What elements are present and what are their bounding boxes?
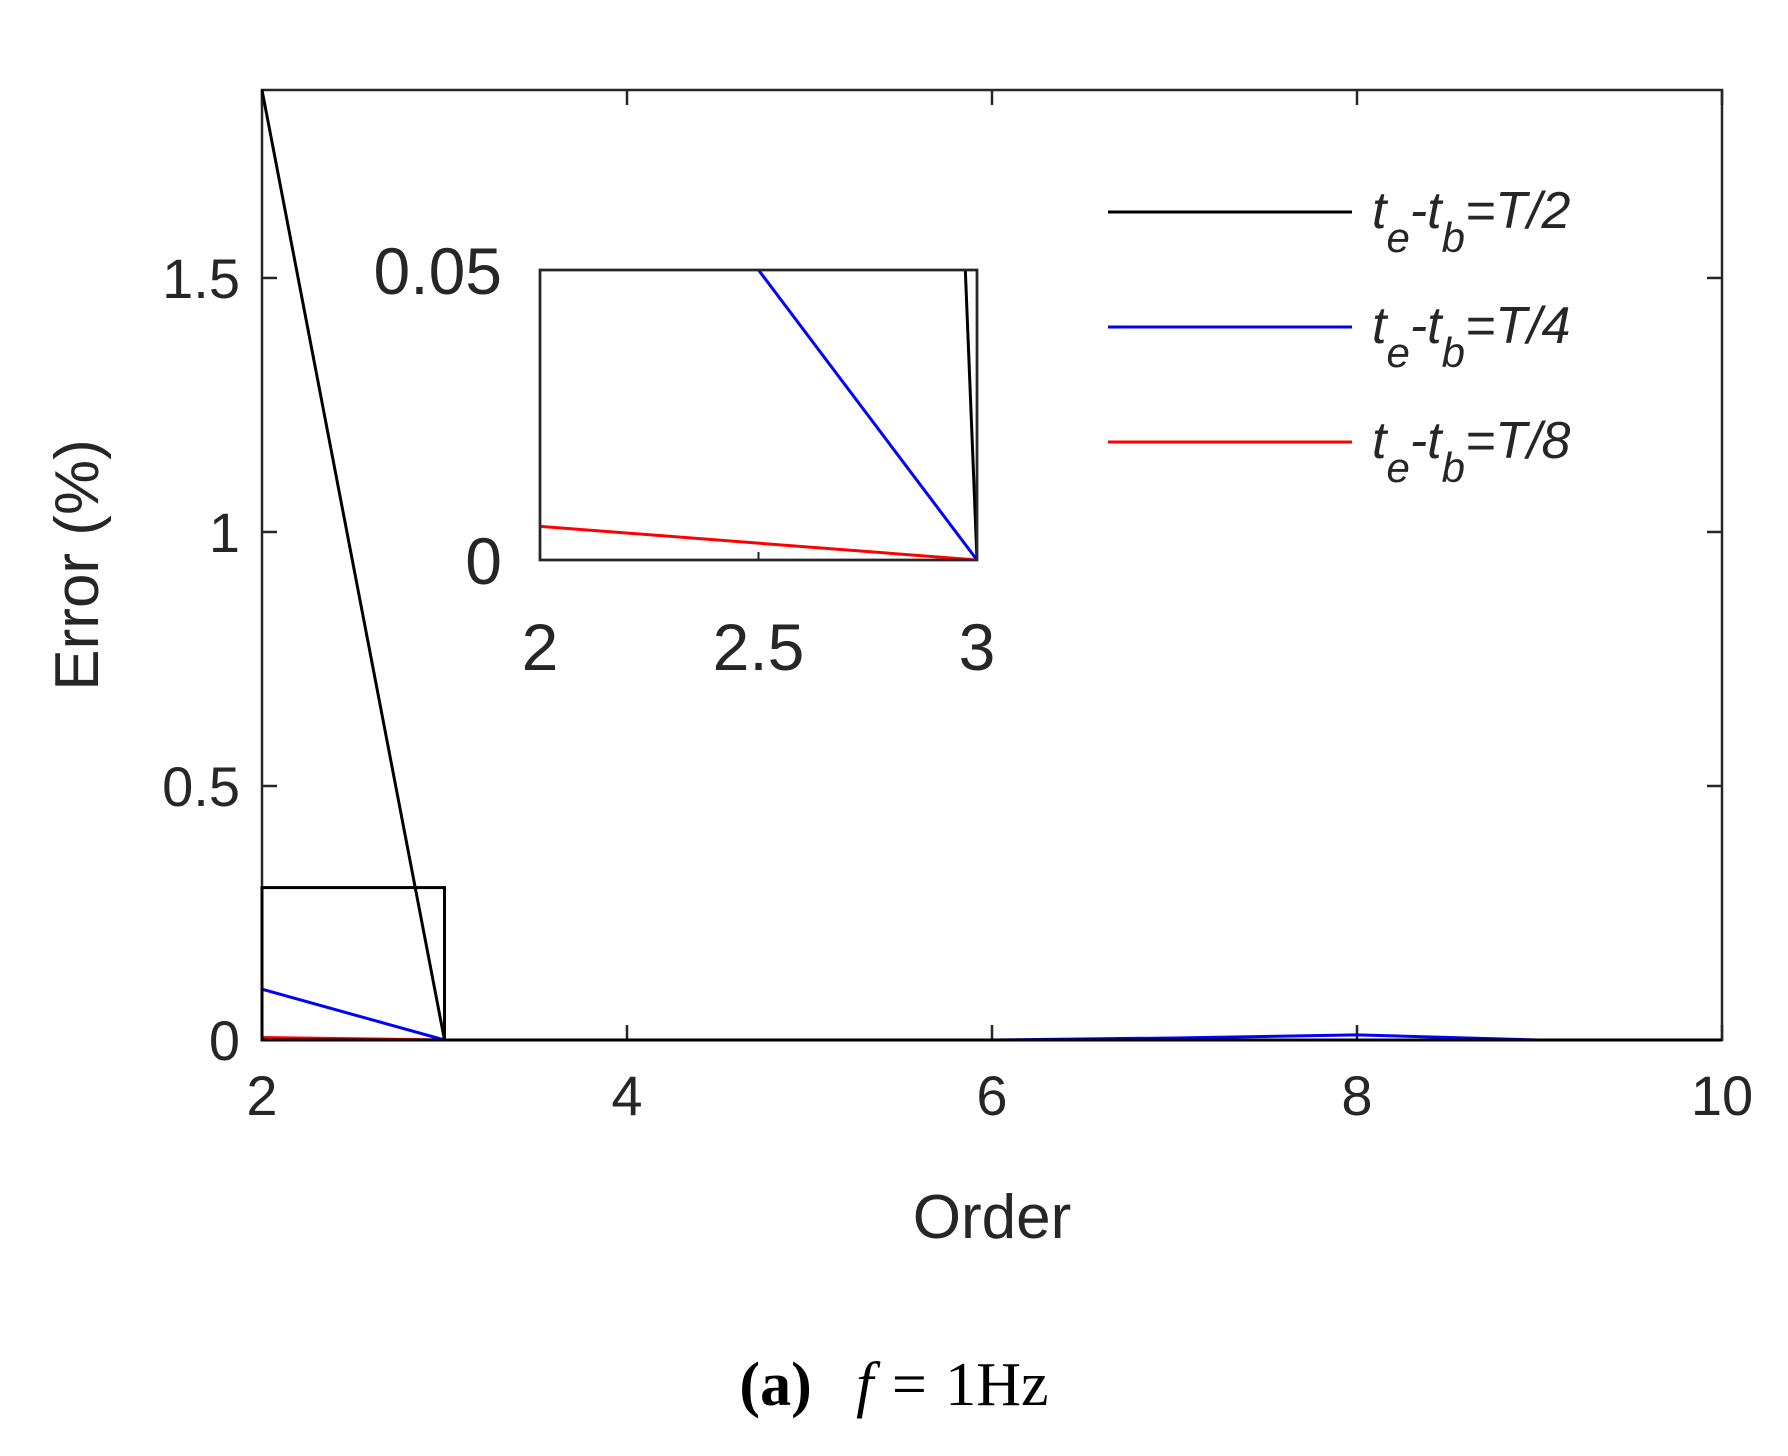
legend-label: te-tb=T/4 [1372,297,1570,376]
inset-series [540,270,977,560]
x-tick-label: 10 [1691,1064,1753,1127]
x-tick-label: 6 [976,1064,1007,1127]
legend-label: te-tb=T/8 [1372,412,1571,491]
y-tick-label: 1.5 [162,247,240,310]
inset-y-tick-label: 0.05 [374,234,502,308]
caption-frequency-symbol: f [856,1351,881,1419]
zoom-box [260,886,446,1042]
legend-item: te-tb=T/2 [1108,182,1571,261]
legend-item: te-tb=T/8 [1108,412,1571,491]
inset-plot-frame [538,268,979,562]
zoom-region-rect [260,886,446,1042]
y-tick-label: 1 [209,501,240,564]
main-tick-labels: 2 4 6 8 10 0 0.5 1 1.5 [162,247,1753,1127]
legend: te-tb=T/2 te-tb=T/4 te-tb=T/8 [1108,182,1571,491]
caption-equals: = [892,1351,927,1419]
inset-plot-frame-top [538,268,979,562]
inset-x-tick-label: 2 [522,610,559,684]
inset-y-tick-label: 0 [465,524,502,598]
inset-series-line-te-tb=T/4 [756,270,977,560]
figure-caption: (a) f = 1Hz [739,1351,1048,1419]
series-line-te-tb=T/2 [260,89,1722,1042]
x-tick-label: 2 [246,1064,277,1127]
caption-value: 1Hz [945,1351,1048,1419]
y-tick-label: 0.5 [162,755,240,818]
x-tick-label: 8 [1341,1064,1372,1127]
legend-label: te-tb=T/2 [1372,182,1571,261]
main-series [260,89,1722,1042]
x-tick-label: 4 [611,1064,642,1127]
caption-label: (a) [739,1351,811,1419]
x-axis-title: Order [913,1183,1071,1252]
inset-tick-labels: 2 2.5 3 0 0.05 [374,234,996,684]
inset-x-tick-label: 2.5 [713,610,805,684]
legend-item: te-tb=T/4 [1108,297,1570,376]
y-tick-label: 0 [209,1009,240,1072]
inset-series-line-te-tb=T/8 [540,524,977,560]
y-axis-title: Error (%) [43,439,112,690]
inset-x-tick-label: 3 [959,610,996,684]
